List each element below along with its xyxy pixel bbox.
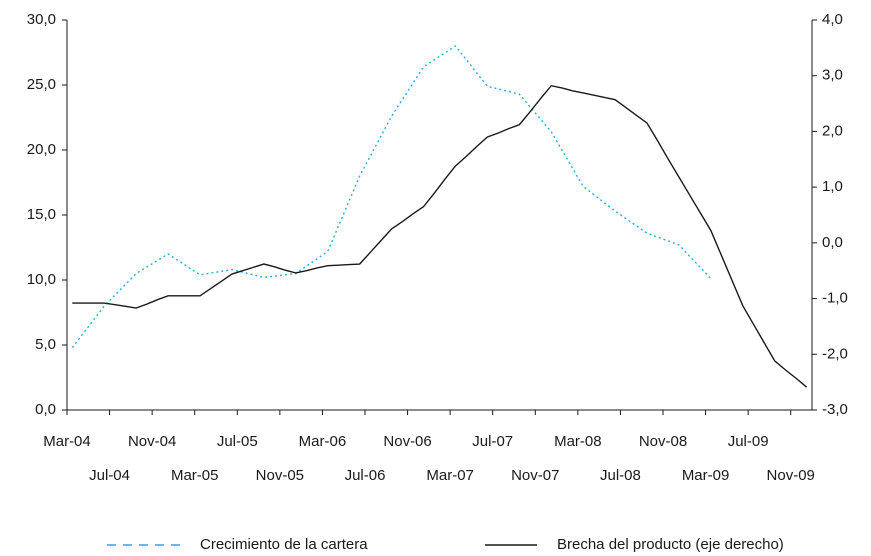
y-tick-label: 10,0 (27, 271, 56, 288)
x-tick-label: Mar-09 (682, 467, 730, 484)
x-tick-label: Nov-05 (256, 467, 304, 484)
x-tick-label: Jul-07 (472, 433, 513, 450)
y2-tick-label: -2,0 (822, 345, 848, 362)
y-tick-label: 15,0 (27, 206, 56, 223)
y2-tick-label: 2,0 (822, 122, 843, 139)
x-tick-label: Nov-09 (767, 467, 815, 484)
y2-tick-label: 3,0 (822, 67, 843, 84)
y2-tick-label: 1,0 (822, 178, 843, 195)
series-line (71, 45, 712, 349)
y2-tick-label: 0,0 (822, 234, 843, 251)
y2-tick-label: 4,0 (822, 11, 843, 28)
x-tick-label: Jul-05 (217, 433, 258, 450)
x-tick-label: Mar-08 (554, 433, 602, 450)
x-tick-label: Nov-07 (511, 467, 559, 484)
legend-label: Crecimiento de la cartera (200, 536, 368, 553)
x-tick-label: Nov-08 (639, 433, 687, 450)
x-tick-label: Mar-06 (299, 433, 347, 450)
x-tick-label: Mar-07 (426, 467, 474, 484)
y2-tick-label: -3,0 (822, 401, 848, 418)
y-tick-label: 30,0 (27, 11, 56, 28)
x-tick-label: Mar-04 (43, 433, 91, 450)
series-line (72, 84, 808, 388)
x-tick-label: Jul-04 (89, 467, 130, 484)
x-tick-label: Mar-05 (171, 467, 219, 484)
x-tick-label: Jul-08 (600, 467, 641, 484)
y-tick-label: 25,0 (27, 76, 56, 93)
legend-label: Brecha del producto (eje derecho) (557, 536, 784, 553)
x-tick-label: Jul-06 (345, 467, 386, 484)
y-tick-label: 5,0 (35, 336, 56, 353)
y-tick-label: 20,0 (27, 141, 56, 158)
y2-tick-label: -1,0 (822, 290, 848, 307)
y-tick-label: 0,0 (35, 401, 56, 418)
x-tick-label: Nov-04 (128, 433, 176, 450)
x-tick-label: Nov-06 (383, 433, 431, 450)
x-tick-label: Jul-09 (728, 433, 769, 450)
